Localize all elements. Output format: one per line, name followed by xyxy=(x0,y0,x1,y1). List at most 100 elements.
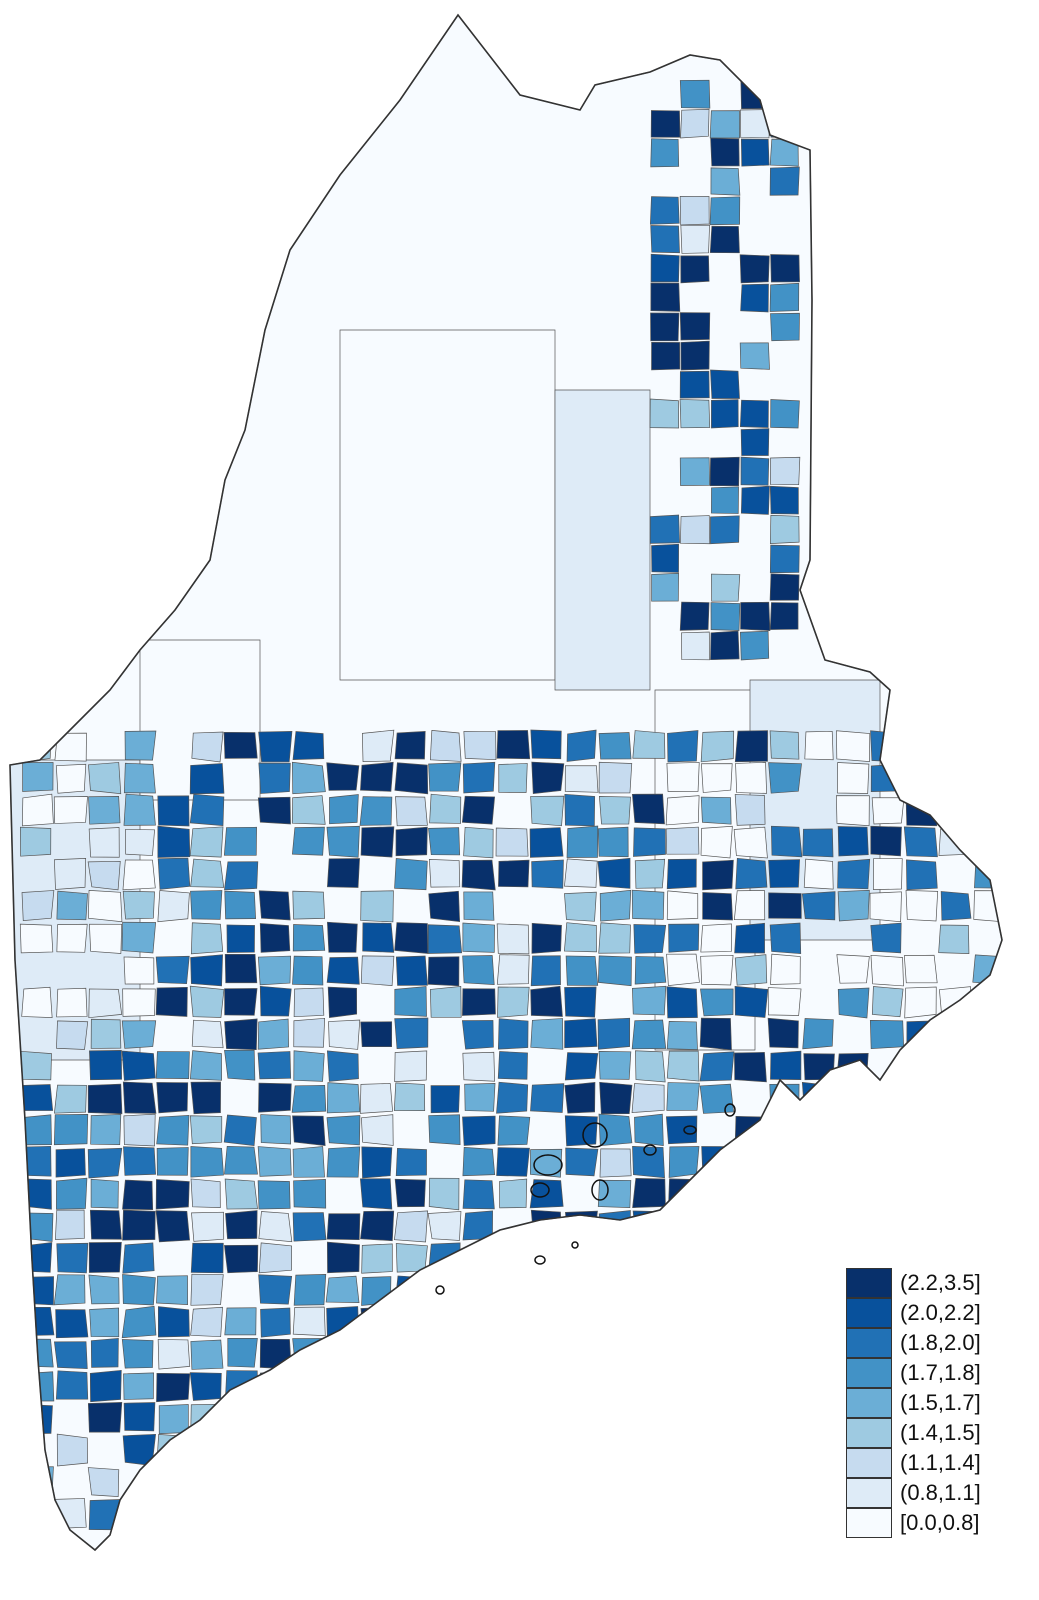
township xyxy=(650,110,681,138)
township xyxy=(463,826,494,859)
township xyxy=(361,1435,394,1467)
township xyxy=(191,1465,222,1497)
township xyxy=(667,1242,699,1273)
township xyxy=(190,1339,224,1370)
township xyxy=(668,1146,700,1178)
township xyxy=(734,1178,769,1209)
township xyxy=(121,921,157,954)
township xyxy=(599,1081,633,1115)
township xyxy=(87,1147,123,1179)
township xyxy=(429,793,462,824)
township xyxy=(258,1211,293,1243)
township xyxy=(709,225,740,254)
township xyxy=(870,1147,904,1177)
township xyxy=(734,730,768,763)
township xyxy=(123,1146,156,1176)
township xyxy=(462,922,495,953)
township xyxy=(768,1371,802,1403)
township xyxy=(530,1435,563,1465)
township xyxy=(190,1403,222,1432)
township xyxy=(359,1083,393,1114)
township xyxy=(903,954,938,984)
township xyxy=(530,985,563,1017)
township xyxy=(634,1370,666,1402)
township xyxy=(599,1306,631,1338)
township xyxy=(769,573,800,601)
township xyxy=(122,1209,156,1241)
township xyxy=(21,1212,54,1242)
township xyxy=(225,1467,256,1499)
township xyxy=(89,923,123,954)
township xyxy=(679,601,710,631)
township xyxy=(361,1466,394,1499)
township xyxy=(939,731,970,762)
township xyxy=(259,985,292,1017)
township xyxy=(767,987,802,1016)
township xyxy=(53,1113,89,1146)
legend-label: (1.4,1.5] xyxy=(900,1420,981,1445)
township xyxy=(740,283,769,313)
township xyxy=(635,1050,666,1083)
township xyxy=(260,1307,291,1338)
township xyxy=(292,955,324,986)
township xyxy=(632,1434,666,1467)
township xyxy=(224,1145,258,1175)
township xyxy=(802,1212,837,1243)
township xyxy=(329,794,359,825)
township xyxy=(292,1338,327,1371)
township xyxy=(189,763,225,795)
township xyxy=(631,1083,665,1113)
township xyxy=(325,1466,360,1498)
township xyxy=(121,1339,154,1369)
township xyxy=(739,254,770,284)
township xyxy=(224,1244,259,1274)
township xyxy=(124,730,157,761)
township xyxy=(88,1274,120,1305)
township xyxy=(597,826,629,858)
township xyxy=(393,1530,428,1550)
township xyxy=(700,825,733,859)
township xyxy=(666,1306,700,1338)
township xyxy=(121,1530,155,1550)
township xyxy=(327,1338,358,1371)
township xyxy=(21,793,54,827)
township xyxy=(769,730,800,760)
township xyxy=(427,956,460,987)
township xyxy=(530,1498,564,1530)
township xyxy=(700,730,735,763)
township xyxy=(55,1370,89,1400)
township xyxy=(360,826,395,858)
township xyxy=(496,923,530,955)
township xyxy=(123,1372,154,1400)
township xyxy=(803,1053,835,1081)
township xyxy=(710,137,740,167)
township xyxy=(53,1084,87,1114)
legend-label: (1.8,2.0] xyxy=(900,1330,981,1355)
township xyxy=(700,1434,735,1464)
township xyxy=(734,985,769,1018)
township xyxy=(938,924,970,954)
township xyxy=(769,108,800,139)
township xyxy=(710,167,741,196)
township xyxy=(631,1019,667,1050)
township xyxy=(972,1146,1002,1177)
township xyxy=(361,1146,393,1179)
township xyxy=(530,1018,564,1050)
township xyxy=(430,1468,463,1496)
township xyxy=(700,923,732,953)
township xyxy=(156,1275,188,1305)
township xyxy=(428,1434,463,1466)
township xyxy=(769,602,799,630)
township xyxy=(769,81,800,109)
township xyxy=(224,1531,257,1550)
township xyxy=(739,342,770,370)
township xyxy=(497,1340,528,1368)
township xyxy=(564,858,598,888)
township xyxy=(699,1017,732,1051)
township xyxy=(429,729,462,762)
township xyxy=(768,762,802,794)
township xyxy=(734,794,766,826)
township xyxy=(770,456,801,486)
township xyxy=(190,1178,221,1209)
